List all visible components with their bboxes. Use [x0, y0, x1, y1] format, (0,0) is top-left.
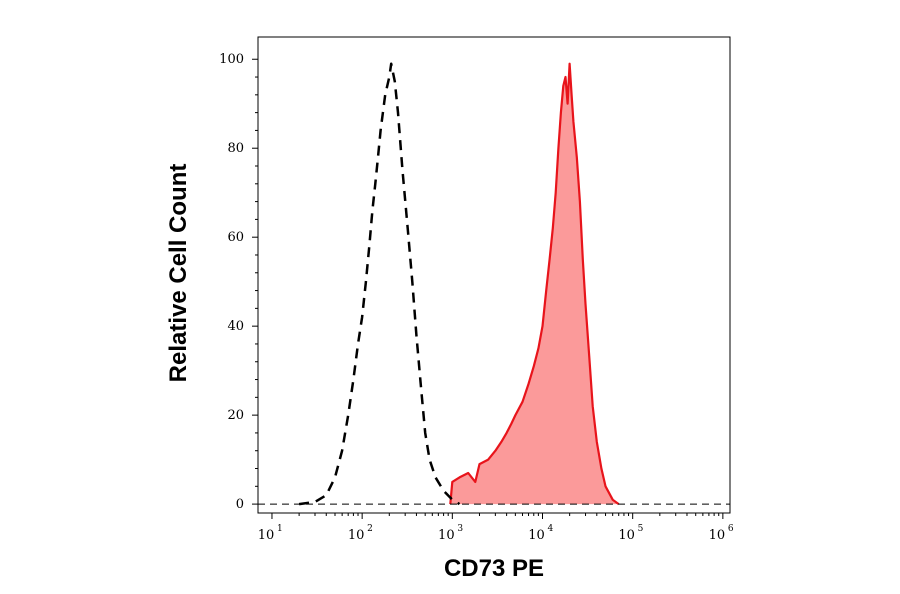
y-axis-ticks: 0 20 40 60 80 100 — [219, 52, 258, 512]
x-tick-exponent: 2 — [367, 524, 373, 534]
stained-series-line — [449, 62, 620, 505]
x-tick-label: 10 — [709, 528, 726, 543]
x-tick-label: 10 — [258, 528, 275, 543]
x-axis-ticks: 10 1 10 2 10 3 10 4 10 5 10 6 — [258, 513, 734, 543]
x-tick-label: 10 — [438, 528, 455, 543]
plot-frame — [257, 36, 731, 514]
y-tick-label: 100 — [219, 52, 244, 67]
control-series-line — [298, 62, 461, 506]
series-layer — [258, 62, 730, 506]
y-tick-label: 40 — [227, 319, 244, 334]
y-tick-label: 20 — [227, 408, 244, 423]
y-axis-title: Relative Cell Count — [165, 164, 192, 383]
x-tick-exponent: 3 — [457, 524, 463, 534]
y-tick-label: 60 — [227, 230, 244, 245]
y-tick-label: 80 — [227, 141, 244, 156]
x-tick-exponent: 1 — [277, 524, 283, 534]
x-axis-title: CD73 PE — [444, 555, 544, 582]
x-tick-label: 10 — [348, 528, 365, 543]
x-tick-exponent: 4 — [548, 524, 554, 534]
x-tick-label: 10 — [618, 528, 635, 543]
series-fill-area — [450, 63, 619, 505]
x-tick-exponent: 6 — [728, 524, 734, 534]
y-tick-label: 0 — [236, 497, 244, 512]
x-tick-label: 10 — [528, 528, 545, 543]
x-tick-exponent: 5 — [638, 524, 644, 534]
